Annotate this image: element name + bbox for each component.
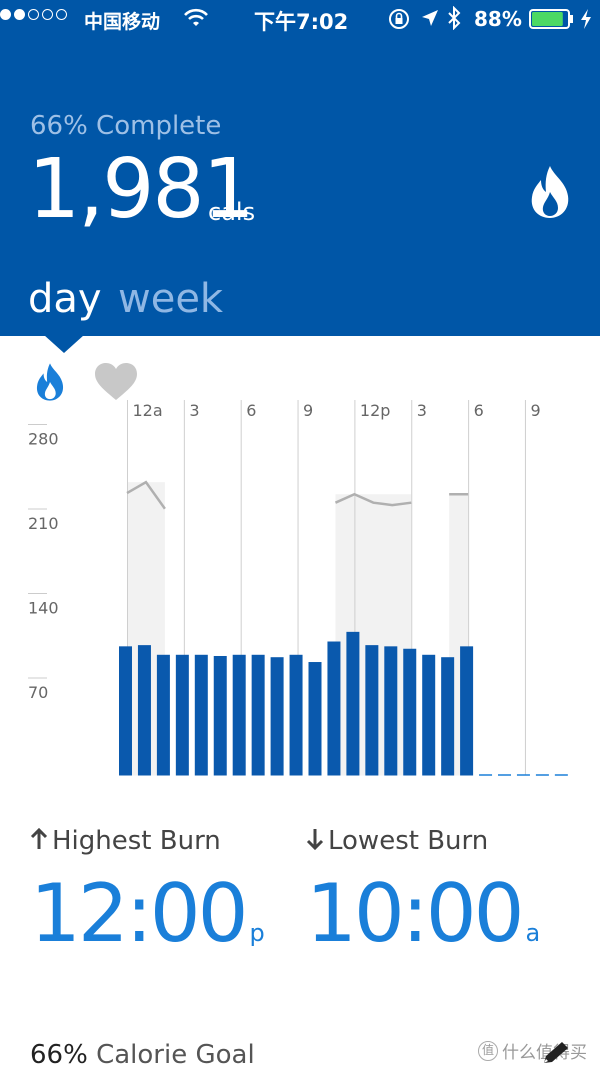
tab-week[interactable]: week xyxy=(118,276,224,322)
rotation-lock-icon xyxy=(389,9,409,29)
signal-dot xyxy=(56,9,67,20)
calorie-bar xyxy=(194,654,208,776)
carrier-name: 中国移动 xyxy=(84,11,161,33)
y-tick-label: 280 xyxy=(28,430,59,449)
battery-percent: 88% xyxy=(474,7,522,31)
battery-icon xyxy=(529,9,573,29)
goal-label: Calorie Goal xyxy=(96,1040,255,1070)
summary-header: 中国移动 下午7:02 88% 66% Complete 1,981 cal xyxy=(0,0,600,336)
signal-dot xyxy=(42,9,53,20)
watermark-badge: 值 xyxy=(478,1040,498,1061)
highest-burn-ampm: p xyxy=(249,919,265,947)
lowest-burn-label: Lowest Burn xyxy=(306,826,488,856)
y-tick-label: 70 xyxy=(28,683,48,702)
highest-burn-time: 12:00 xyxy=(30,867,249,960)
y-tick-label: 210 xyxy=(28,514,59,533)
arrow-up-icon xyxy=(30,827,48,849)
time-tick-label: 6 xyxy=(246,401,256,420)
calorie-bar xyxy=(175,654,189,776)
location-arrow-icon xyxy=(422,10,438,26)
highest-burn-stat: Highest Burn 12:00 p xyxy=(30,826,265,960)
calories-toggle-flame-icon[interactable] xyxy=(32,362,68,402)
clock: 下午7:02 xyxy=(254,10,349,34)
calorie-bar xyxy=(365,645,379,776)
time-tick-label: 3 xyxy=(189,401,199,420)
calorie-bar xyxy=(403,648,417,776)
time-tick-label: 3 xyxy=(417,401,427,420)
calorie-bar xyxy=(441,657,455,776)
active-tab-pointer xyxy=(44,335,84,353)
calories-value: 1,981 xyxy=(28,142,255,237)
calorie-bar xyxy=(232,654,246,776)
lowest-burn-label-text: Lowest Burn xyxy=(328,826,489,856)
signal-dot xyxy=(0,9,11,20)
heart-rate-toggle-heart-icon[interactable] xyxy=(94,362,138,402)
signal-strength-icon xyxy=(0,9,67,20)
calorie-bar xyxy=(137,645,151,776)
calorie-goal-heading: 66% Calorie Goal xyxy=(30,1040,255,1070)
lowest-burn-ampm: a xyxy=(525,919,541,947)
calorie-bar xyxy=(327,641,341,776)
hourly-calories-chart: 280 210 140 70 12a 3 6 9 12p 3 6 9 xyxy=(28,400,568,776)
time-tick-label: 9 xyxy=(530,401,540,420)
goal-percent: 66% xyxy=(30,1040,88,1070)
charging-icon xyxy=(581,9,591,29)
lowest-burn-time: 10:00 xyxy=(306,867,525,960)
arrow-down-icon xyxy=(306,829,324,851)
heart-rate-line xyxy=(334,492,412,507)
wifi-icon xyxy=(184,8,208,26)
calorie-bar xyxy=(384,646,398,776)
calorie-bar xyxy=(213,655,227,776)
time-tick-label: 12a xyxy=(133,401,163,420)
time-tick-label: 12p xyxy=(360,401,391,420)
tab-day[interactable]: day xyxy=(28,276,102,322)
lowest-burn-value: 10:00 a xyxy=(306,866,540,981)
calorie-bar xyxy=(289,654,303,776)
signal-dot xyxy=(14,9,25,20)
calorie-bar xyxy=(460,646,474,776)
edit-pen-icon[interactable] xyxy=(540,1040,570,1065)
calorie-bar xyxy=(270,657,284,776)
highest-burn-value: 12:00 p xyxy=(30,866,265,981)
calorie-bar xyxy=(346,631,360,776)
calories-unit: cals xyxy=(208,198,256,226)
calorie-bar xyxy=(156,654,170,776)
y-tick-label: 140 xyxy=(28,599,59,618)
calorie-bar xyxy=(422,654,436,776)
flame-icon xyxy=(531,166,569,218)
signal-dot xyxy=(28,9,39,20)
time-tick-label: 9 xyxy=(303,401,313,420)
highest-burn-label-text: Highest Burn xyxy=(52,826,221,856)
calorie-bar xyxy=(251,654,265,776)
highest-burn-label: Highest Burn xyxy=(30,826,221,856)
lowest-burn-stat: Lowest Burn 10:00 a xyxy=(306,826,540,960)
watermark: 值 什么值得买 xyxy=(478,1038,587,1063)
completion-text: 66% Complete xyxy=(30,111,222,141)
calorie-bar xyxy=(308,662,322,776)
heart-rate-line xyxy=(126,480,166,510)
calorie-bar xyxy=(119,646,132,776)
status-bar: 中国移动 下午7:02 88% xyxy=(0,0,600,40)
time-tick-label: 6 xyxy=(474,401,484,420)
bluetooth-icon xyxy=(448,6,461,30)
